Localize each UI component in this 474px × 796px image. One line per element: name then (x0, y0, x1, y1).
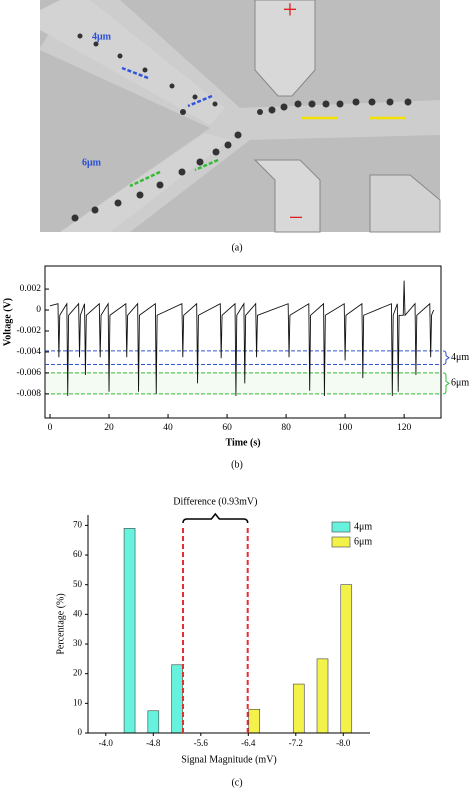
x-tick-label: 40 (163, 423, 173, 433)
band-fill (46, 351, 440, 365)
channel (60, 133, 230, 232)
electrode-bottom (253, 159, 321, 233)
panel-caption: (b) (231, 459, 243, 470)
arrow (194, 158, 219, 172)
y-tick-label: 30 (73, 638, 83, 648)
x-tick-label: 20 (104, 423, 114, 433)
y-tick-label: 60 (73, 549, 83, 559)
y-tick-label: 0 (78, 727, 83, 737)
band-bracket (442, 350, 450, 366)
y-tick-label: 50 (73, 579, 83, 589)
bar (123, 528, 136, 734)
y-axis-label: Percentage (%) (55, 593, 66, 654)
micrograph: 4μm 6μm + − (40, 0, 441, 233)
legend-swatch (331, 521, 351, 533)
panel-caption: (a) (231, 242, 242, 253)
legend-label: 4μm (354, 521, 372, 532)
bar (171, 664, 183, 734)
electrode-top (254, 0, 316, 97)
x-tick-label: -4.8 (146, 738, 161, 748)
y-tick-label: 10 (73, 697, 83, 707)
particle-size-label: 6μm (82, 157, 102, 168)
y-tick-label: 20 (73, 668, 83, 678)
channel-wall (369, 174, 441, 233)
panel-caption: (c) (231, 777, 242, 788)
legend-swatch (331, 536, 351, 548)
flow-arrows (121, 66, 405, 188)
y-tick-label: 0.002 (20, 284, 42, 294)
x-tick-label: 60 (222, 423, 232, 433)
y-tick-label: -0.006 (16, 368, 41, 378)
y-tick-label: 40 (73, 608, 83, 618)
x-tick-label: -7.2 (289, 738, 303, 748)
bar (316, 658, 329, 734)
band-fill (46, 372, 440, 394)
difference-bracket (182, 512, 249, 524)
channel (40, 0, 225, 125)
x-tick-label: 100 (338, 423, 353, 433)
y-tick-label: 0 (36, 305, 41, 315)
x-tick-label: -4.0 (99, 738, 114, 748)
y-tick-label: 70 (73, 519, 83, 529)
x-axis-label: Time (s) (225, 437, 260, 448)
x-tick-label: 0 (48, 423, 53, 433)
plot-frame (44, 265, 442, 419)
arrow (129, 170, 161, 188)
bar (340, 584, 353, 734)
signal-line (49, 280, 435, 396)
electrode-sign: + (283, 0, 298, 24)
x-tick-label: -5.6 (194, 738, 209, 748)
x-tick-label: 80 (281, 423, 291, 433)
x-axis-label: Signal Magnitude (mV) (181, 754, 277, 765)
electrode-sign: − (289, 203, 304, 232)
x-tick-label: 120 (397, 423, 412, 433)
y-tick-label: -0.008 (16, 389, 41, 399)
y-axis-label: Voltage (V) (2, 298, 13, 346)
particle-size-label: 4μm (92, 31, 112, 42)
band-bracket (442, 372, 450, 395)
y-tick-label: -0.002 (16, 326, 41, 336)
particles (71, 33, 412, 222)
arrow (187, 94, 213, 108)
y-tick-label: -0.004 (16, 347, 41, 357)
bar (147, 710, 160, 734)
difference-label: Difference (0.93mV) (173, 496, 257, 507)
arrow (121, 66, 149, 80)
bar (248, 708, 261, 734)
legend-label: 6μm (354, 536, 372, 547)
band-label: 6μm (451, 378, 469, 389)
x-tick-label: -6.4 (241, 738, 256, 748)
x-tick-label: -8.0 (336, 738, 351, 748)
bar (292, 683, 305, 734)
band-label: 4μm (451, 352, 469, 363)
